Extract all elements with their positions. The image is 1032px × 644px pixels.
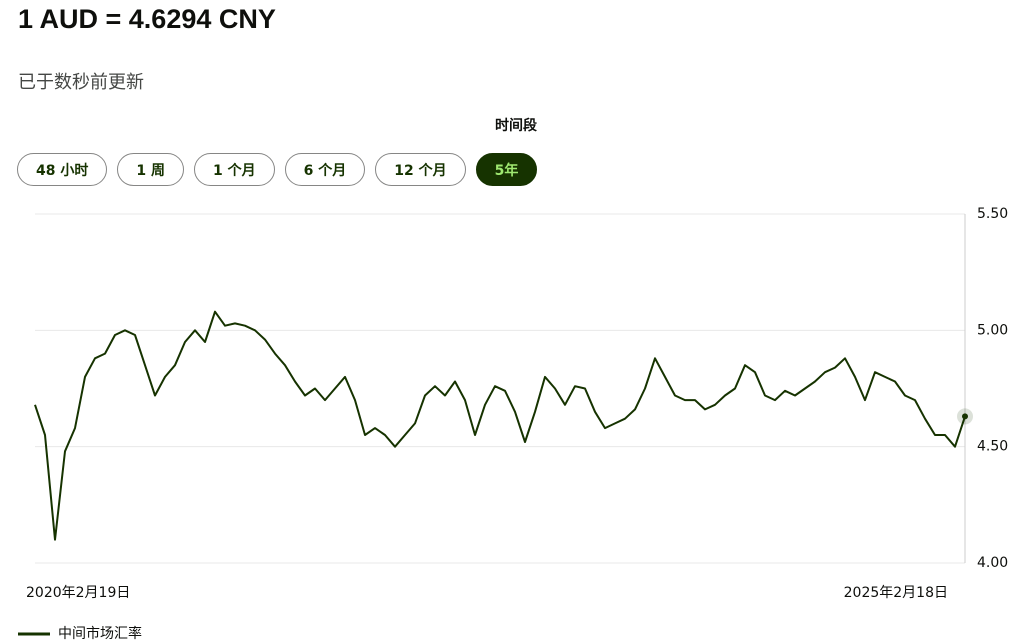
legend-label: 中间市场汇率 <box>58 625 142 642</box>
period-button[interactable]: 12 个月 <box>375 153 466 186</box>
period-button[interactable]: 5年 <box>475 153 538 186</box>
y-tick-label: 5.00 <box>977 322 1008 338</box>
y-tick-label: 4.00 <box>977 555 1008 571</box>
rate-title: 1 AUD = 4.6294 CNY <box>18 4 276 34</box>
period-buttons: 48 小时 1 周 1 个月 6 个月 12 个月 5年 <box>17 153 538 186</box>
end-point <box>962 413 968 420</box>
updated-note: 已于数秒前更新 <box>18 72 144 93</box>
rate-line <box>34 310 966 541</box>
x-tick-label: 2020年2月19日 <box>26 585 130 601</box>
period-button[interactable]: 1 周 <box>117 153 184 186</box>
y-tick-label: 4.50 <box>977 439 1008 455</box>
period-button[interactable]: 48 小时 <box>17 153 108 186</box>
x-tick-label: 2025年2月18日 <box>844 585 948 601</box>
period-button[interactable]: 1 个月 <box>193 153 275 186</box>
chart: 4.00 4.50 5.00 5.50 2020年2月19日 2025年2月18日中间市场… <box>18 206 1008 642</box>
period-button[interactable]: 6 个月 <box>284 153 366 186</box>
period-label: 时间段 <box>495 118 537 134</box>
y-tick-label: 5.50 <box>977 206 1008 222</box>
